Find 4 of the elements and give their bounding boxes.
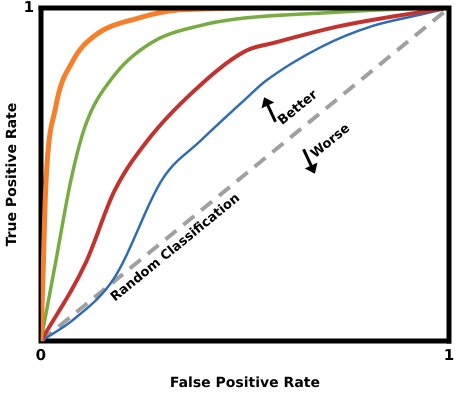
x-tick-label: 0: [36, 346, 46, 364]
x-axis-title: False Positive Rate: [170, 375, 320, 392]
y-axis-title: True Positive Rate: [4, 102, 20, 246]
text: 1: [24, 0, 34, 16]
